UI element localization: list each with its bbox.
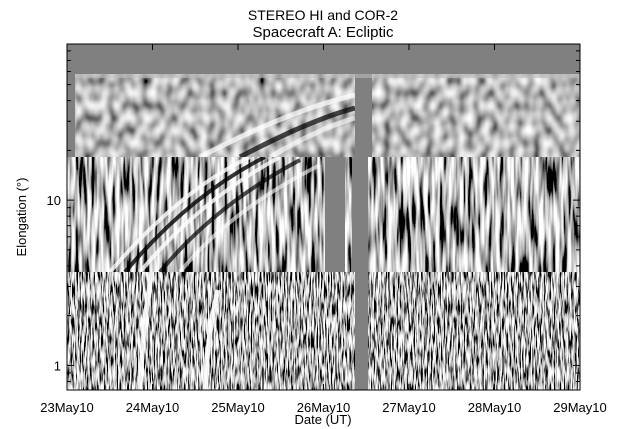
x-tick-label: 23May10	[40, 400, 93, 415]
chart-title: STEREO HI and COR-2	[248, 7, 398, 23]
y-tick-label: 10	[47, 193, 61, 208]
chart-subtitle: Spacecraft A: Ecliptic	[253, 24, 394, 41]
chart: STEREO HI and COR-2 Spacecraft A: Eclipt…	[0, 0, 621, 429]
x-tick-label: 28May10	[468, 400, 521, 415]
x-tick-label: 29May10	[553, 400, 606, 415]
x-tick-label: 27May10	[382, 400, 435, 415]
x-tick-label: 25May10	[211, 400, 264, 415]
x-tick-label: 24May10	[126, 400, 179, 415]
y-axis-label: Elongation (°)	[14, 178, 29, 257]
x-tick-label: 26May10	[297, 400, 350, 415]
y-tick-label: 1	[54, 358, 61, 373]
image-panels	[67, 44, 580, 390]
